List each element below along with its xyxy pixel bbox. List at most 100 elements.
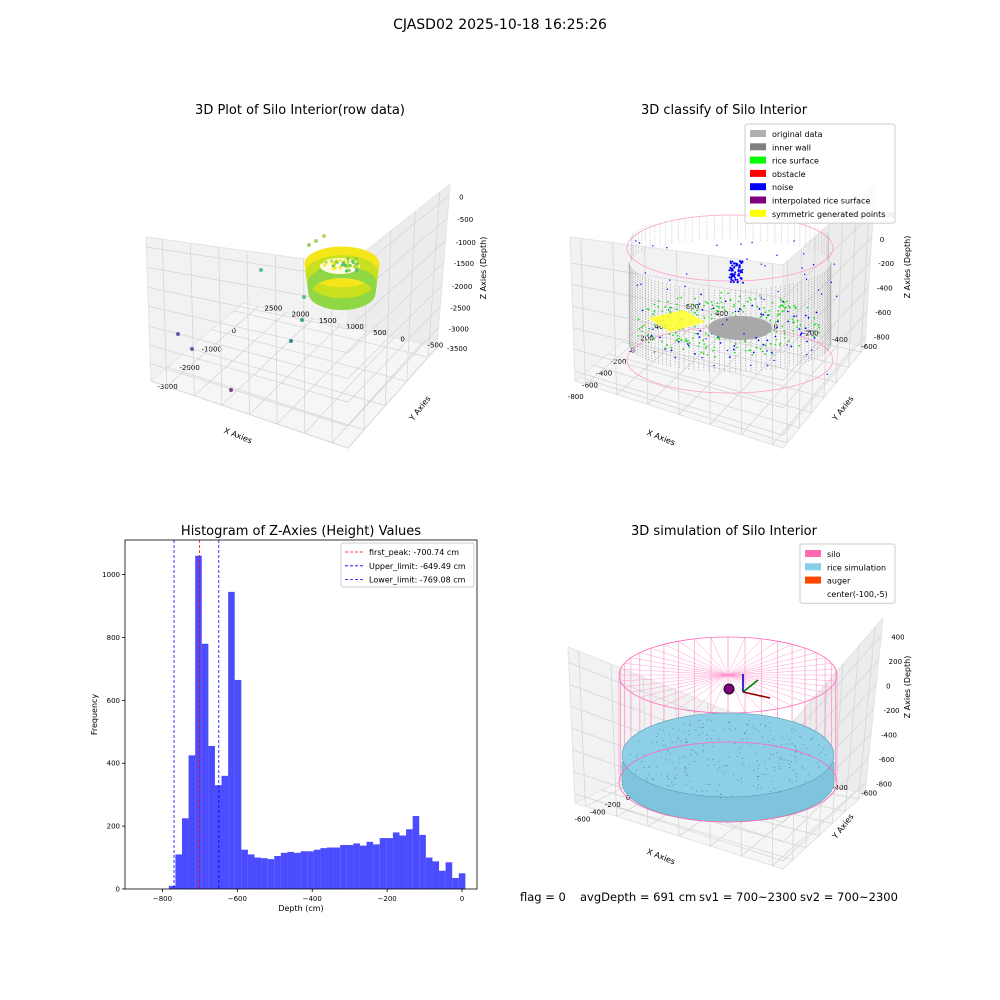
p2-legend-frame <box>744 123 896 224</box>
p4-rice-mesh-point <box>809 738 811 740</box>
p2-surface-point <box>776 315 779 317</box>
p4-rice-mesh-point <box>678 729 680 731</box>
p2-surface-point <box>710 301 713 303</box>
p3-histogram-bar <box>208 745 215 889</box>
p1-point <box>338 258 343 262</box>
p2-noise-scatter <box>640 283 642 285</box>
p4-rice-mesh-point <box>760 787 762 789</box>
p2-noise-point <box>737 270 740 273</box>
p4-rice-mesh-point <box>769 722 771 724</box>
p4-rice-mesh-point <box>765 773 767 775</box>
p4-axis-arrow-x <box>742 691 771 699</box>
p2-surface-point <box>755 346 758 349</box>
p2-surface-point <box>685 338 688 340</box>
p2-noise-point <box>730 278 733 281</box>
p1-outlier-point <box>259 268 263 272</box>
p4-rice-mesh-point <box>664 758 666 760</box>
p4-rice-mesh-point <box>723 765 725 767</box>
p1-ytick: 1000 <box>346 323 364 331</box>
panel3-title: Histogram of Z-Axies (Height) Values <box>180 524 422 539</box>
p2-surface-point <box>720 301 723 304</box>
p2-noise-scatter <box>803 253 805 255</box>
p3-legend-label: Upper_limit: -649.49 cm <box>369 562 466 571</box>
p4-rice-mesh-point <box>762 736 764 738</box>
p2-surface-point <box>653 338 656 341</box>
p4-rice-mesh-point <box>718 738 720 740</box>
p2-zgrid <box>572 261 871 354</box>
p3-histogram-bar <box>346 844 354 889</box>
p4-rice-mesh-point <box>794 744 796 746</box>
p2-surface-point <box>647 333 650 336</box>
p2-surface-point <box>763 306 765 309</box>
p4-rice-mesh-point <box>742 738 744 740</box>
p4-rice-mesh-point <box>801 766 803 768</box>
p3-ylabel: Frequency <box>90 694 99 736</box>
p4-rice-mesh-point <box>662 739 664 741</box>
p2-surface-point <box>733 344 736 347</box>
p2-surface-point <box>669 310 672 313</box>
p4-silo-roof-line <box>710 637 729 676</box>
p3-histogram-bar <box>452 877 459 889</box>
p3-histogram-bar <box>267 859 275 889</box>
p1-ztick: -500 <box>457 216 473 224</box>
p3-histogram-bar <box>412 816 420 889</box>
p2-surface-point <box>686 343 689 345</box>
p2-surface-point <box>768 313 771 316</box>
p2-surface-point <box>808 330 811 332</box>
p3-histogram-bar <box>274 855 281 889</box>
p4-rice-mesh-point <box>743 757 745 759</box>
p4-rice-mesh-point <box>793 755 795 757</box>
p3-histogram-bar <box>195 555 202 889</box>
p2-surface-point <box>751 353 754 356</box>
p4-rice-mesh-point <box>671 761 673 763</box>
p3-ytick-label: 1000 <box>102 571 120 579</box>
p2-surface-point <box>698 342 701 344</box>
p4-ztick: -200 <box>884 707 900 715</box>
p2-noise-point <box>729 273 732 276</box>
p2-xlabel: X Axies <box>646 428 677 447</box>
p2-legend-label: noise <box>772 183 793 192</box>
p2-noise-point <box>734 271 737 274</box>
p2-legend-swatch <box>750 130 766 137</box>
p2-surface-point <box>760 313 762 316</box>
p4-rice-mesh-point <box>824 754 826 756</box>
p2-surface-point <box>733 351 736 354</box>
p4-rice-mesh-point <box>795 780 797 782</box>
p2-surface-point <box>782 305 784 308</box>
p3-legend-label: Lower_limit: -769.08 cm <box>369 576 466 585</box>
p2-surface-point <box>793 304 796 307</box>
p4-rice-mesh-point <box>706 738 708 740</box>
p2-noise-scatter <box>810 349 813 351</box>
p4-rice-mesh-point <box>789 767 791 769</box>
p1-axes: -3000 -2000 -1000 0 -500 0 500 1000 1500 2000 2500… <box>145 182 488 450</box>
p2-surface-point <box>817 324 820 326</box>
p2-surface-point <box>682 348 685 351</box>
p2-ygrid-wall <box>708 255 711 425</box>
p4-rice-mesh-point <box>805 781 807 783</box>
p4-rice-mesh-point <box>684 723 686 725</box>
p4-rice-mesh-point <box>764 761 766 763</box>
p2-surface-point <box>712 307 715 310</box>
p4-rice-mesh-point <box>685 768 687 770</box>
p4-rice-mesh-point <box>709 783 711 785</box>
p4-rice-mesh-point <box>729 721 731 723</box>
p2-surface-point <box>652 313 655 316</box>
p2-noise-point <box>734 276 737 279</box>
p4-xgrid-wall <box>844 645 860 812</box>
p4-rice-mesh-point <box>772 754 774 756</box>
p2-surface-point <box>660 340 663 343</box>
p1-outlier-point <box>302 295 306 299</box>
p2-surface-point <box>680 339 683 342</box>
p4-rice-mesh-point <box>746 730 748 732</box>
p4-rice-mesh-point <box>669 753 671 755</box>
p2-surface-point <box>729 298 732 301</box>
p2-surface-point <box>777 319 779 322</box>
p4-rice-mesh-point <box>652 779 654 781</box>
p2-ztick: -400 <box>877 285 893 293</box>
p2-zgrid <box>574 335 867 436</box>
p4-rice-mesh-point <box>789 779 791 781</box>
p2-noise-scatter <box>817 289 820 291</box>
p1-xtick: -2000 <box>179 364 199 372</box>
p2-surface-point <box>768 309 771 312</box>
p4-rice-mesh-point <box>648 766 650 768</box>
